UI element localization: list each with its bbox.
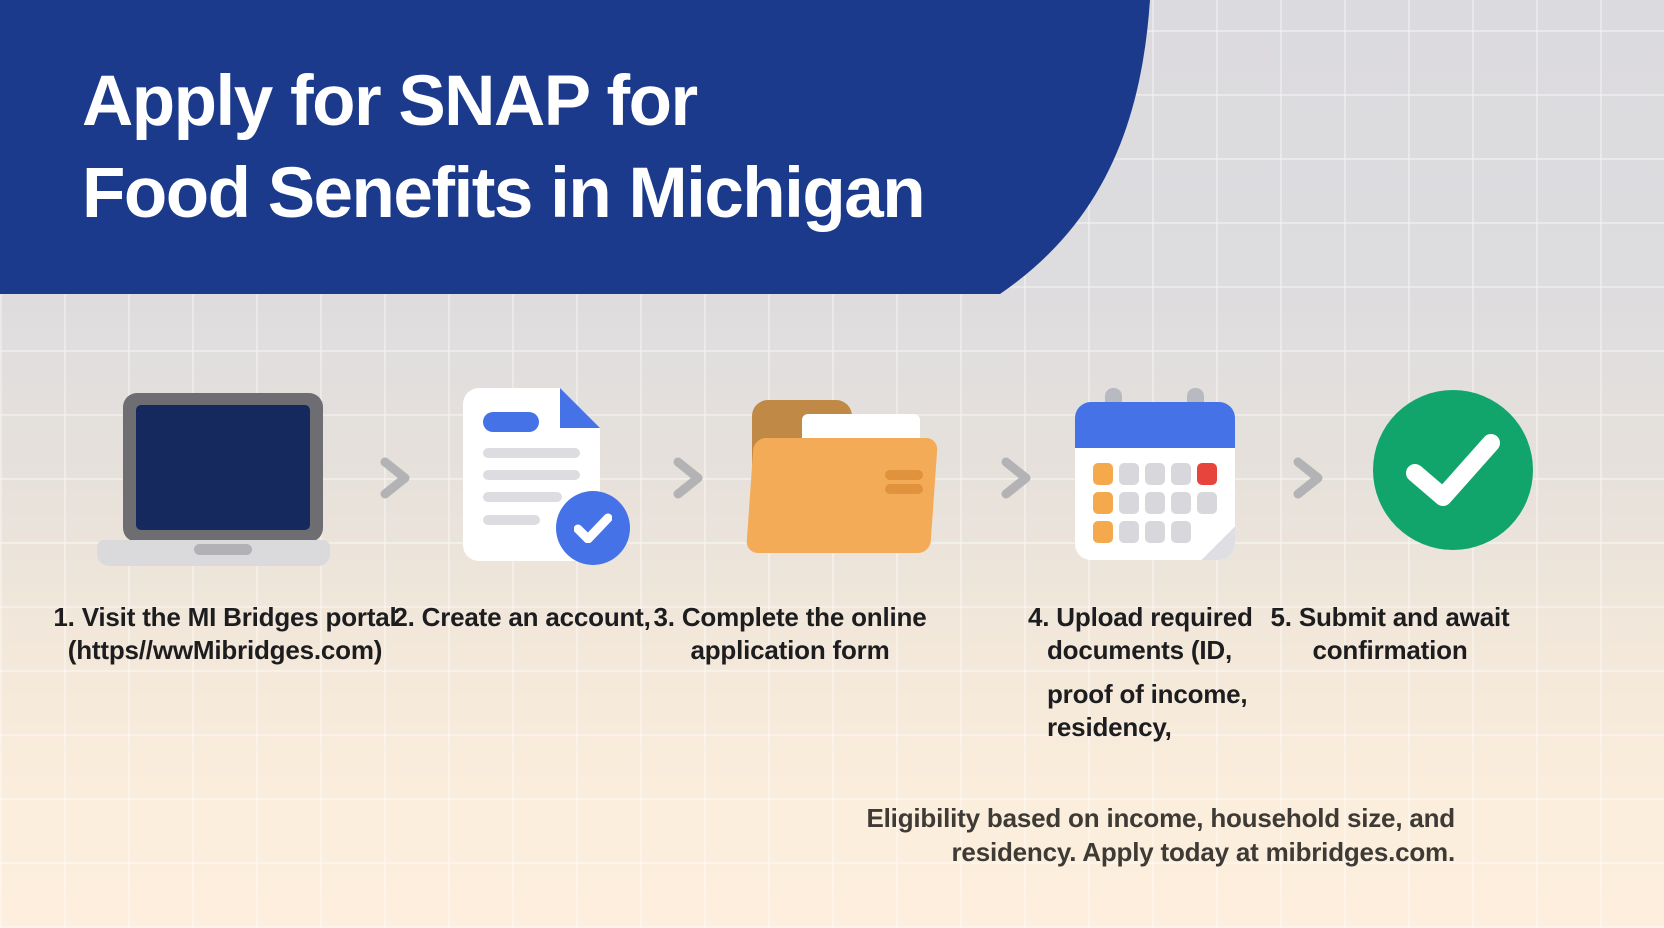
step4-line4: residency, xyxy=(1047,712,1172,742)
document-text-line xyxy=(483,492,562,502)
step5-line1: 5. Submit and await xyxy=(1270,602,1510,632)
calendar-icon xyxy=(1075,388,1235,560)
document-text-line xyxy=(483,515,540,525)
calendar-cell xyxy=(1093,463,1113,485)
calendar-cell xyxy=(1171,492,1191,514)
calendar-header xyxy=(1075,402,1235,448)
chevron-right-icon xyxy=(377,456,413,500)
banner-shape xyxy=(0,0,1150,294)
folder-detail-line xyxy=(885,484,923,494)
step2-caption: 2. Create an account, xyxy=(322,601,722,634)
calendar-cell xyxy=(1145,492,1165,514)
laptop-screen xyxy=(136,405,310,530)
calendar-cell xyxy=(1171,463,1191,485)
document-check-icon xyxy=(463,388,630,565)
chevron-right-icon xyxy=(998,456,1034,500)
document-title-bar xyxy=(483,412,539,432)
calendar-cell xyxy=(1145,521,1165,543)
document-text-line xyxy=(483,470,580,480)
calendar-cell xyxy=(1197,521,1217,543)
folder-icon xyxy=(745,400,941,553)
step5-line2: confirmation xyxy=(1312,635,1468,665)
folder-detail-line xyxy=(885,470,923,480)
laptop-icon xyxy=(97,393,330,568)
step3-line1: 3. Complete the online xyxy=(653,602,927,632)
calendar-cell xyxy=(1119,492,1139,514)
calendar-fold-corner xyxy=(1201,526,1235,560)
page-title-line1: Apply for SNAP for xyxy=(82,62,698,141)
step2-line1: 2. Create an account, xyxy=(393,602,651,632)
folder-front-panel xyxy=(745,438,938,553)
calendar-cell xyxy=(1119,463,1139,485)
calendar-cell xyxy=(1171,521,1191,543)
check-badge-icon xyxy=(556,491,630,565)
chevron-right-icon xyxy=(1290,456,1326,500)
step4-line2: documents (ID, xyxy=(1047,635,1232,665)
step1-line1: 1. Visit the MI Bridges portal xyxy=(53,602,397,632)
document-text-line xyxy=(483,448,580,458)
check-circle-icon xyxy=(1373,390,1533,550)
chevron-right-icon xyxy=(670,456,706,500)
step4-line1: 4. Upload required xyxy=(1028,602,1253,632)
calendar-cell xyxy=(1197,463,1217,485)
page-title: Apply for SNAP for Food Senefits in Mich… xyxy=(82,56,926,240)
page-title-line2: Food Senefits in Michigan xyxy=(82,154,926,233)
calendar-cell xyxy=(1145,463,1165,485)
eligibility-note-line1: Eligibility based on income, household s… xyxy=(866,803,1456,833)
step4-caption: 4. Upload required documents (ID, proof … xyxy=(1028,601,1328,744)
step3-line2: application form xyxy=(690,635,890,665)
step3-caption: 3. Complete the online application form xyxy=(590,601,990,667)
laptop-notch xyxy=(194,544,252,555)
calendar-cell xyxy=(1093,521,1113,543)
step1-caption: 1. Visit the MI Bridges portal (https//w… xyxy=(25,601,425,667)
eligibility-note-line2: residency. Apply today at mibridges.com. xyxy=(951,837,1456,867)
eligibility-note: Eligibility based on income, household s… xyxy=(755,801,1456,869)
calendar-date-grid xyxy=(1093,463,1217,543)
step4-line3: proof of income, xyxy=(1047,679,1248,709)
calendar-cell xyxy=(1093,492,1113,514)
step5-caption: 5. Submit and await confirmation xyxy=(1190,601,1590,667)
document-fold-corner xyxy=(560,388,600,428)
calendar-cell xyxy=(1119,521,1139,543)
step1-line2: (https//wwMibridges.com) xyxy=(67,635,383,665)
calendar-cell xyxy=(1197,492,1217,514)
